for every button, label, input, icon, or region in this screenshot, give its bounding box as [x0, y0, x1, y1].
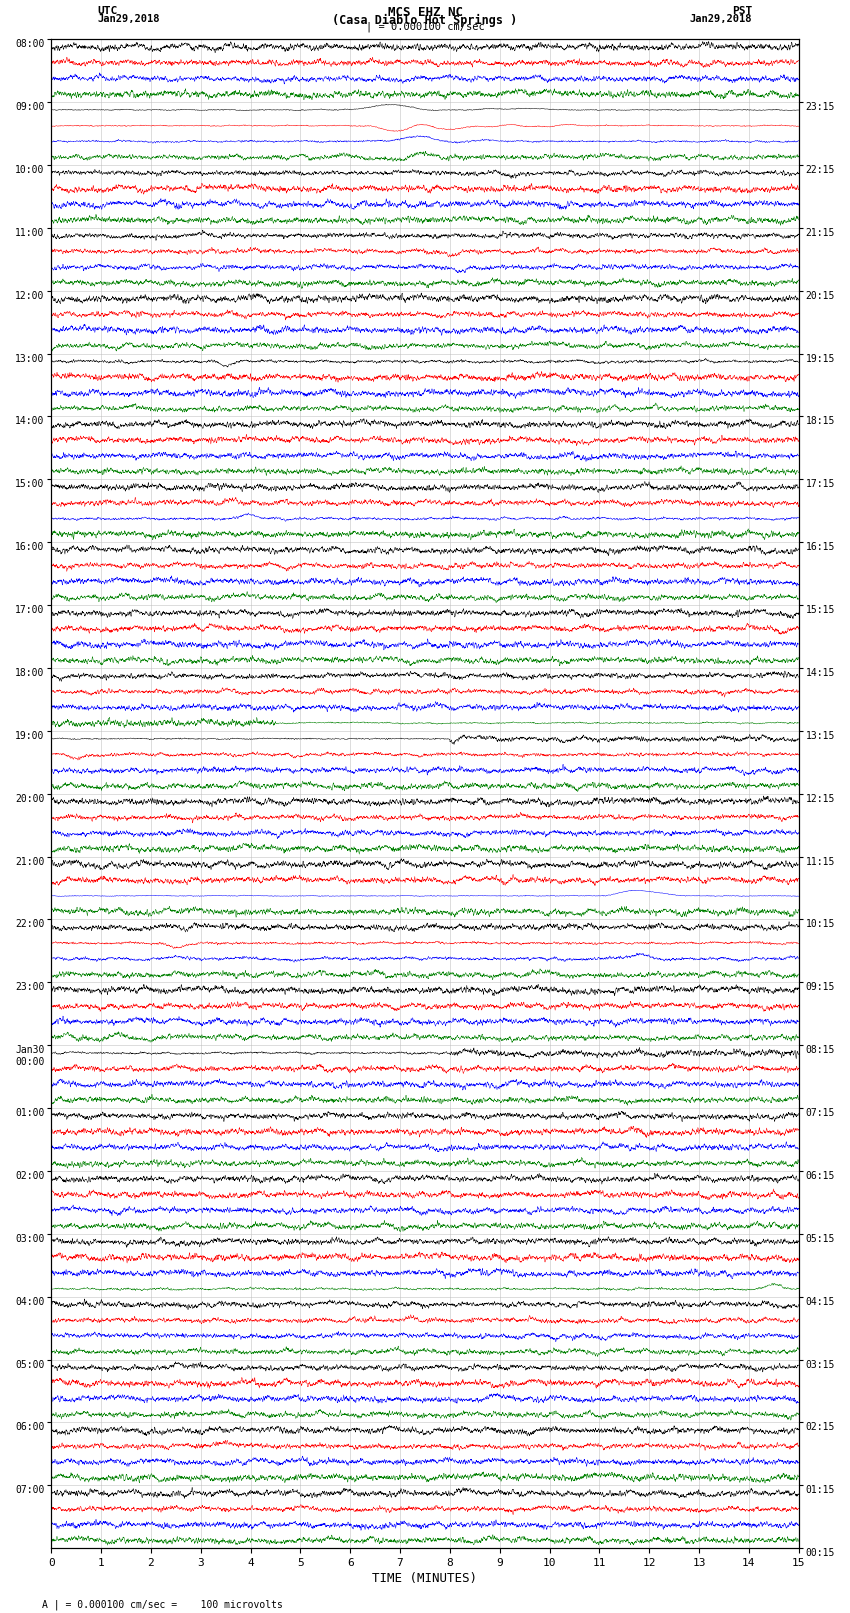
Text: A | = 0.000100 cm/sec =    100 microvolts: A | = 0.000100 cm/sec = 100 microvolts — [42, 1598, 283, 1610]
Text: PST: PST — [732, 5, 752, 16]
Text: | = 0.000100 cm/sec: | = 0.000100 cm/sec — [366, 23, 484, 32]
Text: UTC: UTC — [98, 5, 118, 16]
Text: (Casa Diablo Hot Springs ): (Casa Diablo Hot Springs ) — [332, 13, 518, 27]
Text: Jan29,2018: Jan29,2018 — [98, 13, 161, 24]
Text: MCS EHZ NC: MCS EHZ NC — [388, 5, 462, 19]
Text: Jan29,2018: Jan29,2018 — [689, 13, 752, 24]
X-axis label: TIME (MINUTES): TIME (MINUTES) — [372, 1573, 478, 1586]
